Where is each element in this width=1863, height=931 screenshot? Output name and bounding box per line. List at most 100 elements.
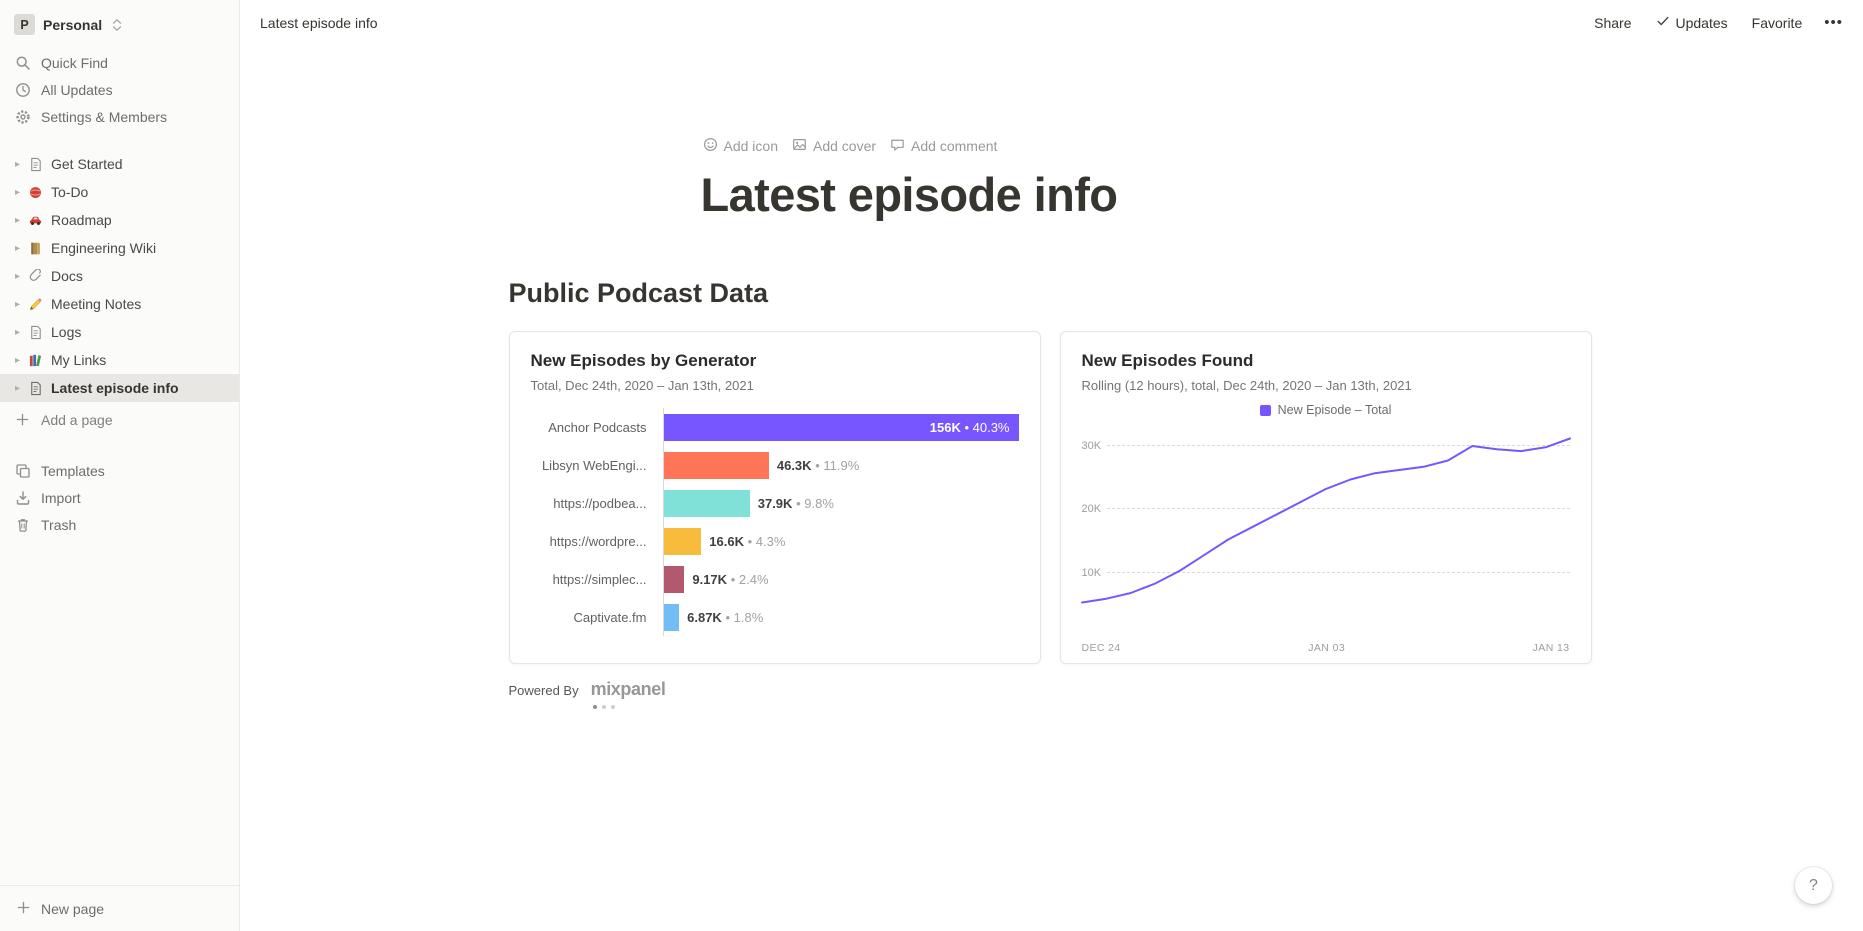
expand-toggle-icon[interactable]: ▸ — [14, 326, 21, 338]
bar-chart: Anchor Podcasts 156K • 40.3% Libsyn WebEng… — [531, 408, 1019, 637]
import-icon — [14, 490, 31, 506]
help-button[interactable]: ? — [1795, 867, 1832, 904]
charts-row: New Episodes by Generator Total, Dec 24t… — [508, 331, 1595, 665]
updates-label: Updates — [1675, 14, 1728, 31]
sidebar-item-label: Settings & Members — [41, 108, 168, 125]
line-chart-embed[interactable]: New Episodes Found Rolling (12 hours), t… — [1059, 331, 1592, 665]
new-page-button[interactable]: New page — [0, 885, 239, 931]
sidebar-item-label: Trash — [41, 516, 77, 533]
breadcrumb[interactable]: Latest episode info — [260, 14, 378, 31]
sidebar-item-quick-find[interactable]: Quick Find — [0, 49, 239, 76]
add-cover-button[interactable]: Add cover — [792, 137, 876, 155]
chart-subtitle: Rolling (12 hours), total, Dec 24th, 202… — [1081, 378, 1412, 394]
sidebar-pages: ▸ Get Started ▸ To-Do ▸ Roadmap ▸ En — [0, 150, 239, 433]
sidebar-page-label: Roadmap — [51, 212, 112, 228]
carousel-dots — [592, 705, 666, 710]
add-comment-button[interactable]: Add comment — [890, 137, 997, 155]
sidebar-item-trash[interactable]: Trash — [0, 511, 239, 538]
gridline: 10K — [1081, 566, 1570, 581]
workspace-switcher[interactable]: P Personal — [0, 8, 239, 41]
bar — [663, 565, 685, 593]
sidebar-page-label: Meeting Notes — [51, 296, 142, 312]
sidebar-page-logs[interactable]: ▸ Logs — [0, 318, 239, 346]
sidebar-page-to-do[interactable]: ▸ To-Do — [0, 178, 239, 206]
expand-toggle-icon[interactable]: ▸ — [14, 214, 21, 226]
add-icon-button[interactable]: Add icon — [703, 137, 778, 155]
page-hover-actions: Add icon Add cover Add comment — [703, 137, 1595, 155]
expand-toggle-icon[interactable]: ▸ — [14, 158, 21, 170]
expand-toggle-icon[interactable]: ▸ — [14, 354, 21, 366]
x-axis-tick: JAN 13 — [1532, 642, 1570, 655]
bar-track: 46.3K • 11.9% — [662, 446, 1019, 485]
favorite-button[interactable]: Favorite — [1751, 14, 1803, 31]
share-button[interactable]: Share — [1594, 14, 1632, 31]
carousel-dot — [601, 705, 606, 710]
bar-category-label: https://simplec... — [552, 571, 647, 587]
paperclip-icon — [25, 268, 45, 284]
bar-chart-embed[interactable]: New Episodes by Generator Total, Dec 24t… — [508, 331, 1041, 665]
sidebar-item-templates[interactable]: Templates — [0, 457, 239, 484]
bar-track: 6.87K • 1.8% — [662, 598, 1019, 637]
search-icon — [14, 55, 31, 71]
legend-label: New Episode – Total — [1277, 403, 1392, 418]
document-icon — [25, 325, 45, 340]
bar-value-label: 9.17K • 2.4% — [692, 571, 769, 587]
document-icon — [25, 157, 45, 172]
updates-button[interactable]: Updates — [1648, 10, 1736, 35]
workspace-sort-chevrons-icon — [112, 18, 122, 32]
bar-track: 156K • 40.3% — [662, 408, 1019, 447]
sidebar-tools: Templates Import Trash — [0, 457, 239, 538]
trash-icon — [14, 517, 31, 533]
section-heading: Public Podcast Data — [508, 278, 769, 308]
chart-title: New Episodes Found — [1081, 351, 1254, 371]
clock-icon — [14, 82, 31, 98]
line-chart-plot: 30K 20K 10K — [1080, 429, 1571, 634]
carousel-dot — [592, 705, 597, 710]
templates-icon — [14, 463, 31, 479]
bar — [663, 527, 702, 555]
mixpanel-logo[interactable]: mixpanel — [590, 679, 666, 700]
expand-toggle-icon[interactable]: ▸ — [14, 242, 21, 254]
topbar: Latest episode info Share Updates Favori… — [240, 0, 1863, 45]
sidebar-page-docs[interactable]: ▸ Docs — [0, 262, 239, 290]
chart-legend: New Episode – Total — [1082, 403, 1570, 417]
bar-value-label: 46.3K • 11.9% — [776, 457, 860, 473]
new-page-label: New page — [41, 900, 105, 917]
sidebar-page-label: My Links — [51, 352, 107, 368]
add-a-page-label: Add a page — [41, 411, 113, 428]
sidebar-page-engineering-wiki[interactable]: ▸ Engineering Wiki — [0, 234, 239, 262]
expand-toggle-icon[interactable]: ▸ — [14, 382, 21, 394]
gear-icon — [14, 109, 31, 125]
pencil-icon — [25, 297, 45, 312]
sidebar-page-label: To-Do — [51, 184, 89, 200]
bar-row: Captivate.fm 6.87K • 1.8% — [531, 598, 1019, 637]
expand-toggle-icon[interactable]: ▸ — [14, 186, 21, 198]
bar — [663, 603, 680, 631]
sidebar-item-import[interactable]: Import — [0, 484, 239, 511]
bar-row: Anchor Podcasts 156K • 40.3% — [531, 408, 1019, 447]
sidebar-page-label: Engineering Wiki — [51, 240, 157, 256]
sidebar-item-all-updates[interactable]: All Updates — [0, 76, 239, 103]
sidebar-page-meeting-notes[interactable]: ▸ Meeting Notes — [0, 290, 239, 318]
sidebar-page-label: Docs — [51, 268, 83, 284]
plus-icon — [14, 412, 31, 427]
bar-row: https://simplec... 9.17K • 2.4% — [531, 560, 1019, 599]
sidebar-item-settings-members[interactable]: Settings & Members — [0, 103, 239, 130]
add-cover-label: Add cover — [812, 138, 877, 154]
sidebar-item-label: Import — [41, 489, 81, 506]
sidebar-page-my-links[interactable]: ▸ My Links — [0, 346, 239, 374]
sidebar-page-roadmap[interactable]: ▸ Roadmap — [0, 206, 239, 234]
expand-toggle-icon[interactable]: ▸ — [14, 270, 21, 282]
expand-toggle-icon[interactable]: ▸ — [14, 298, 21, 310]
y-axis-tick: 20K — [1081, 502, 1107, 517]
bar-category-label: Libsyn WebEngi... — [541, 457, 647, 473]
sidebar-page-latest-episode-info[interactable]: ▸ Latest episode info — [0, 374, 239, 402]
bar — [663, 489, 750, 517]
x-axis-tick: DEC 24 — [1081, 642, 1121, 655]
more-options-button[interactable]: ••• — [1824, 14, 1843, 31]
sidebar-page-get-started[interactable]: ▸ Get Started — [0, 150, 239, 178]
bar-value-label: 156K • 40.3% — [929, 419, 1010, 435]
y-axis-tick: 10K — [1081, 566, 1107, 581]
add-a-page-button[interactable]: Add a page — [0, 406, 239, 433]
x-axis: DEC 24 JAN 03 JAN 13 — [1082, 642, 1570, 654]
